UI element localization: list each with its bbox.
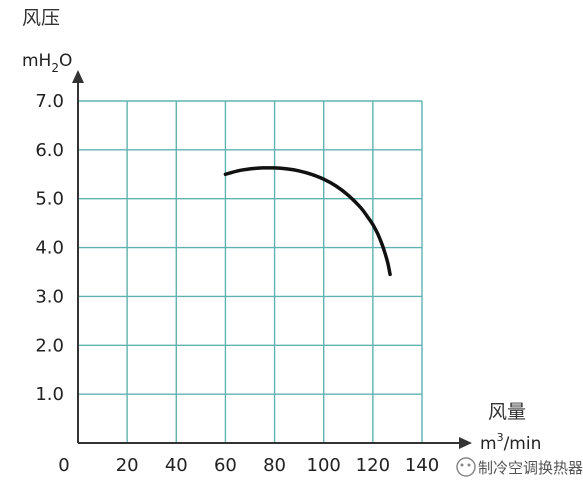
y-tick-label-5.0: 5.0 (35, 189, 64, 210)
x-tick-label-60: 60 (214, 455, 237, 476)
y-axis-title: 风压 (22, 7, 60, 29)
series-curve (223, 166, 392, 277)
grid (78, 100, 423, 443)
axes (72, 70, 472, 449)
x-axis-unit: m3/min (480, 431, 541, 454)
x-tick-label-140: 140 (405, 455, 439, 476)
x-tick-label-0: 0 (58, 455, 69, 476)
x-axis-arrow-icon (459, 437, 472, 449)
watermark-icon (456, 457, 476, 477)
tick-labels: 0 20 40 60 80 100 120 140 1.0 2.0 3.0 4.0 5.0 6.0 7.0 (35, 91, 439, 476)
watermark-text: 制冷空调换热器 (478, 459, 583, 477)
x-tick-label-100: 100 (307, 455, 341, 476)
y-tick-label-7.0: 7.0 (35, 91, 64, 112)
x-tick-label-40: 40 (165, 455, 188, 476)
x-tick-label-80: 80 (263, 455, 286, 476)
watermark: 制冷空调换热器 (456, 457, 583, 477)
y-tick-label-6.0: 6.0 (35, 140, 64, 161)
y-tick-label-3.0: 3.0 (35, 286, 64, 307)
y-axis-unit: mH2O (22, 51, 72, 75)
x-tick-label-120: 120 (356, 455, 390, 476)
y-axis-arrow-icon (72, 70, 84, 83)
x-tick-label-20: 20 (116, 455, 139, 476)
x-axis-title: 风量 (488, 401, 526, 423)
y-tick-label-1.0: 1.0 (35, 384, 64, 405)
y-tick-label-2.0: 2.0 (35, 335, 64, 356)
y-tick-label-4.0: 4.0 (35, 238, 64, 259)
